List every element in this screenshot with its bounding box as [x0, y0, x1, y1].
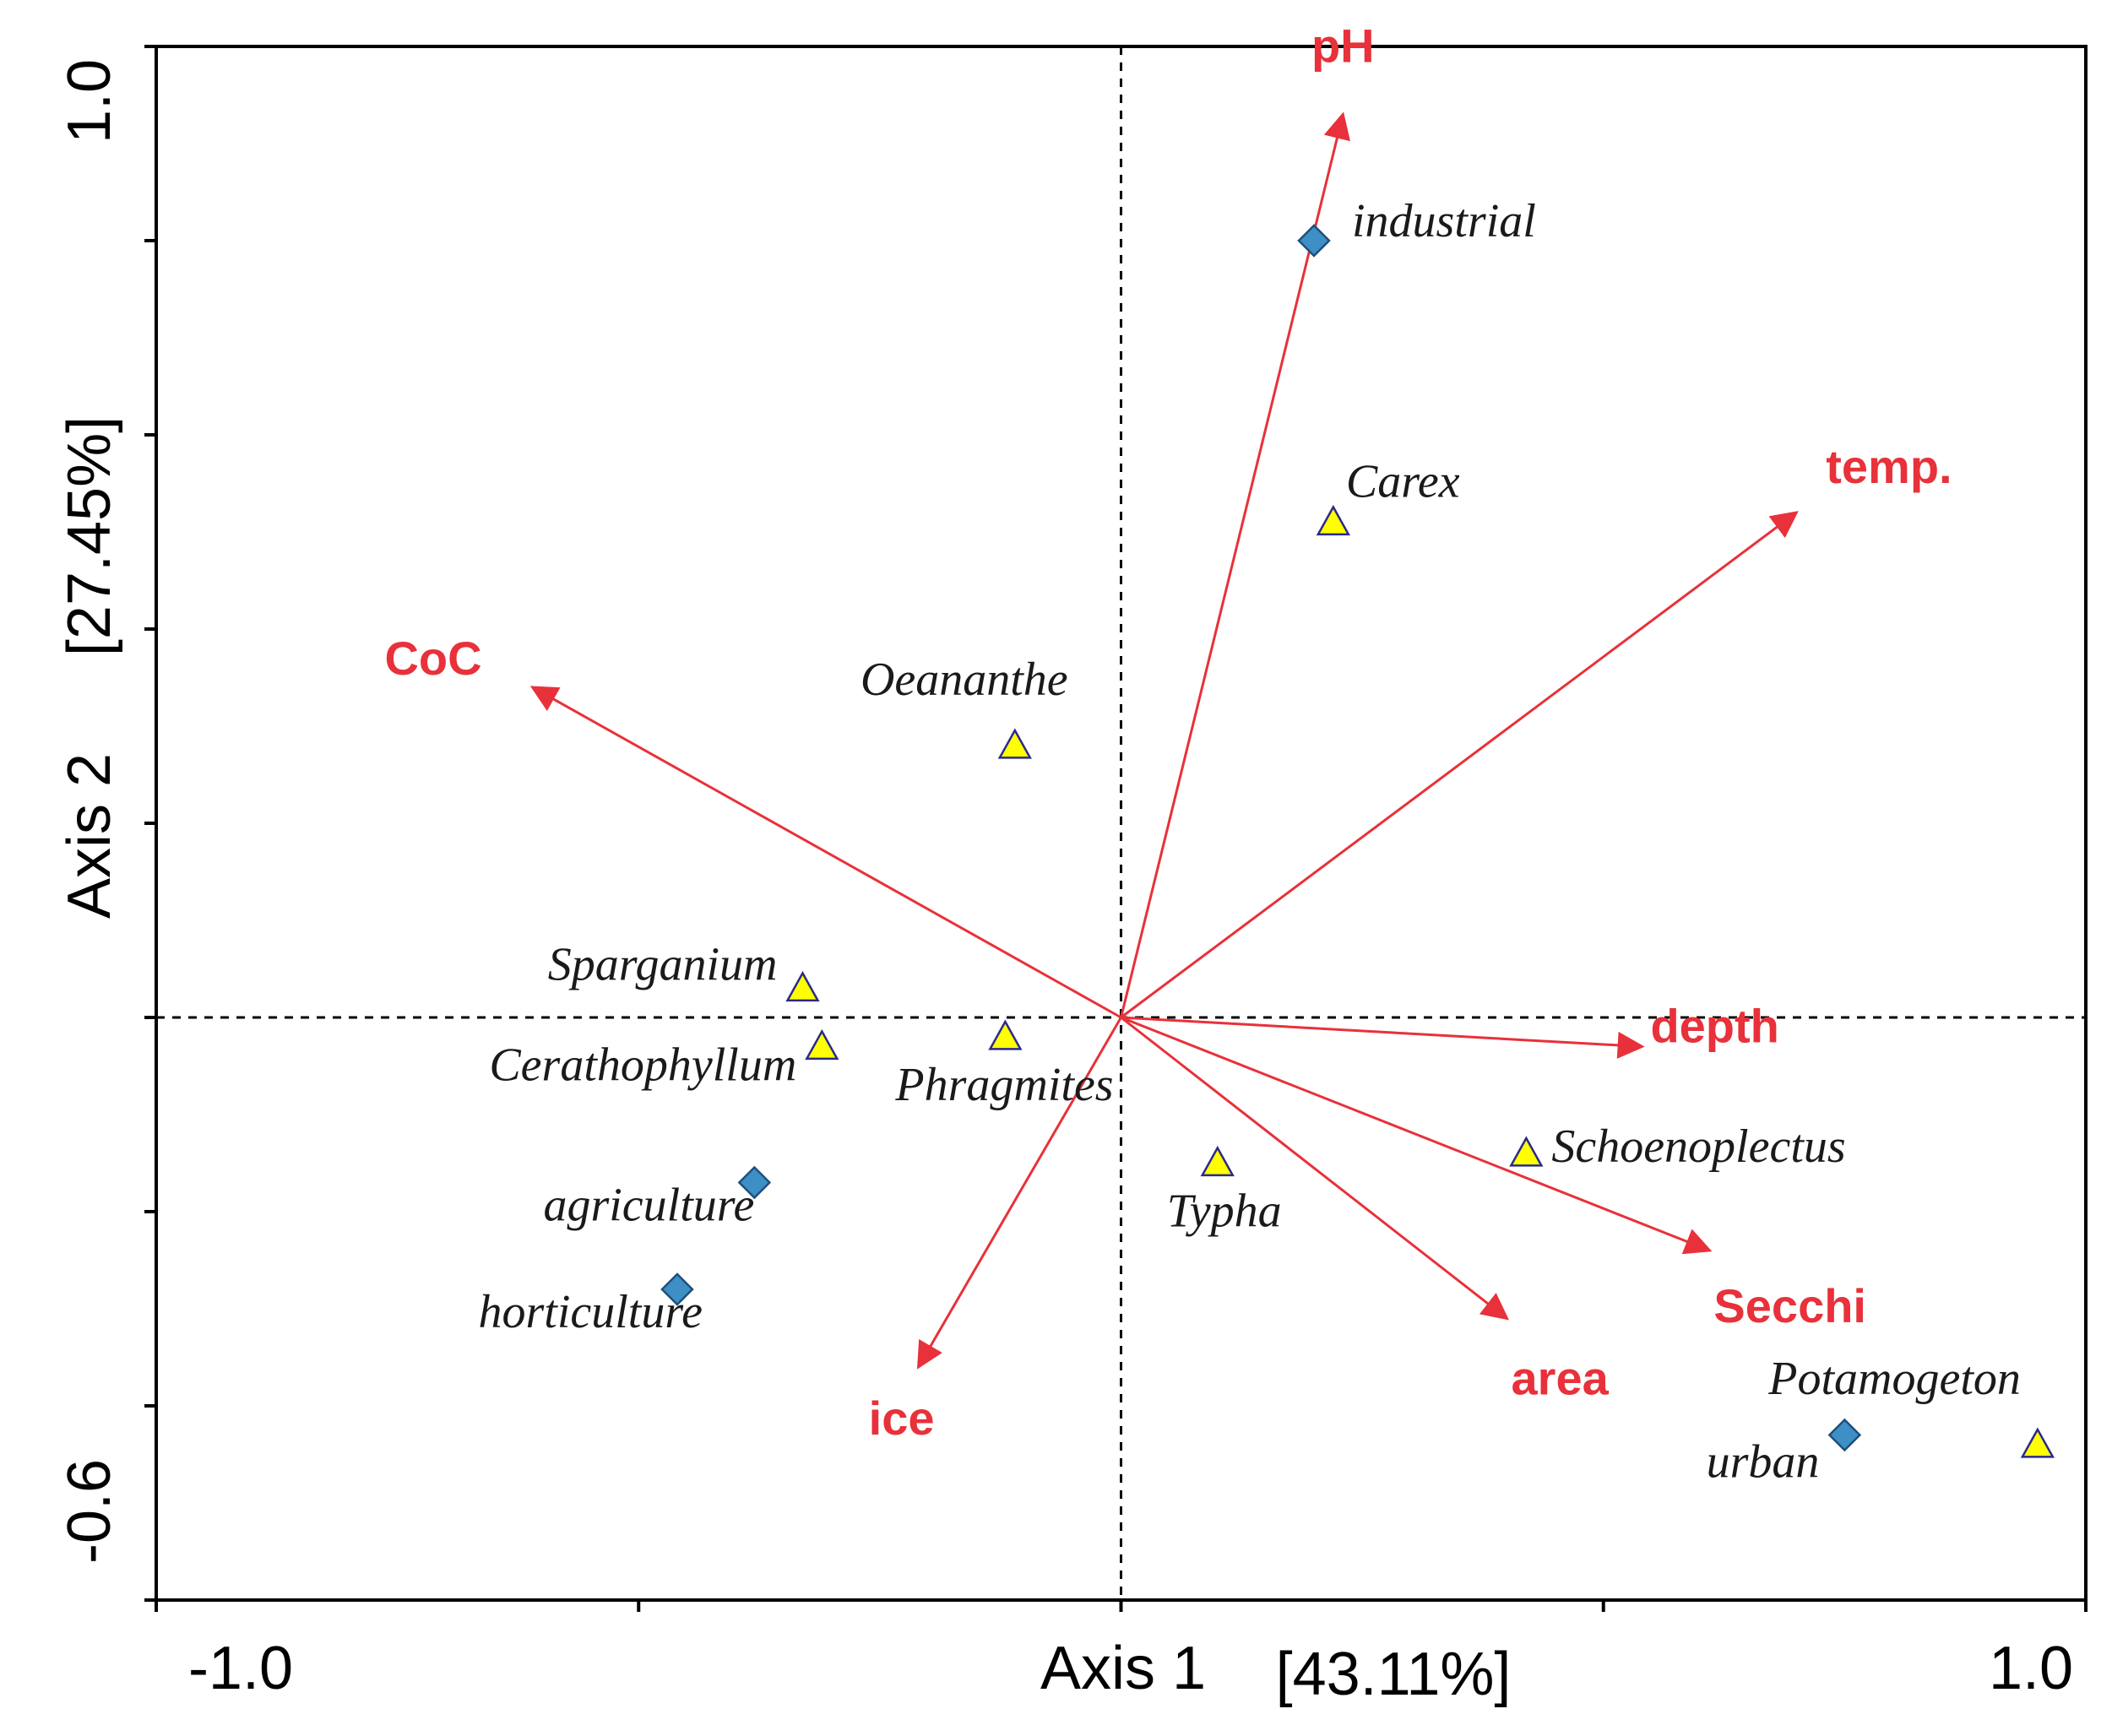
x-axis-ticks — [155, 1600, 2088, 1612]
y-tick-label-min: -0.6 — [56, 1459, 123, 1564]
site-marker-urban — [1827, 1418, 1862, 1452]
arrow-label-secchi: Secchi — [1713, 1279, 1866, 1332]
site-label-urban: urban — [1707, 1436, 1820, 1489]
arrow-label-depth: depth — [1650, 1000, 1778, 1053]
arrow-depth — [1121, 1016, 1645, 1059]
site-label-industrial: industrial — [1352, 195, 1536, 247]
arrow-label-area: area — [1512, 1352, 1610, 1405]
arrow-secchi — [1120, 1016, 1713, 1255]
species-label-cerathophyllum: Cerathophyllum — [489, 1039, 796, 1092]
x-axis-percent: [43.11%] — [1276, 1641, 1512, 1708]
arrow-label-ice: ice — [869, 1392, 935, 1445]
species-marker-oeananthe — [997, 728, 1032, 759]
y-axis-title: Axis 2 — [56, 753, 123, 919]
site-markers: industrial agriculture horticulture urban — [478, 195, 1862, 1489]
species-label-sparganium: Sparganium — [548, 939, 778, 991]
arrow-label-temp: temp. — [1826, 440, 1952, 493]
arrow-label-coc: CoC — [384, 632, 481, 685]
species-marker-schoenoplectus — [1509, 1136, 1544, 1167]
site-marker-horticulture — [660, 1272, 694, 1306]
species-label-schoenoplectus: Schoenoplectus — [1551, 1120, 1845, 1173]
site-label-horticulture: horticulture — [478, 1286, 702, 1338]
species-label-oeananthe: Oeananthe — [861, 654, 1068, 706]
y-axis-ticks — [144, 45, 156, 1602]
arrow-area — [1120, 1016, 1510, 1321]
species-marker-typha — [1200, 1145, 1235, 1177]
arrow-ph — [1120, 111, 1350, 1018]
environmental-arrows: pH temp. CoC depth Secchi area ice — [384, 19, 1952, 1446]
y-axis-percent: [27.45%] — [56, 416, 123, 656]
species-markers: Carex Oeananthe Sparganium Cerathophyllum Ph… — [489, 456, 2055, 1458]
species-label-phragmites: Phragmites — [894, 1059, 1113, 1111]
species-label-potamogeton: Potamogeton — [1767, 1353, 2021, 1405]
species-marker-sparganium — [785, 970, 820, 1002]
species-label-carex: Carex — [1346, 456, 1460, 508]
arrow-ice — [916, 1017, 1122, 1370]
species-marker-cerathophyllum — [805, 1028, 839, 1061]
species-marker-carex — [1316, 504, 1350, 536]
x-axis-title: Axis 1 — [1040, 1635, 1206, 1702]
x-tick-label-max: 1.0 — [1989, 1635, 2073, 1702]
arrow-label-ph: pH — [1311, 19, 1375, 73]
species-marker-phragmites — [988, 1019, 1023, 1050]
arrow-coc — [529, 686, 1122, 1019]
site-marker-industrial — [1297, 224, 1331, 258]
site-label-agriculture: agriculture — [543, 1180, 754, 1232]
species-label-typha: Typha — [1167, 1185, 1282, 1238]
arrow-temp — [1120, 511, 1799, 1019]
y-tick-label-max: 1.0 — [56, 59, 123, 144]
site-marker-agriculture — [737, 1165, 772, 1200]
species-marker-potamogeton — [2020, 1427, 2055, 1458]
x-tick-label-min: -1.0 — [188, 1635, 293, 1702]
